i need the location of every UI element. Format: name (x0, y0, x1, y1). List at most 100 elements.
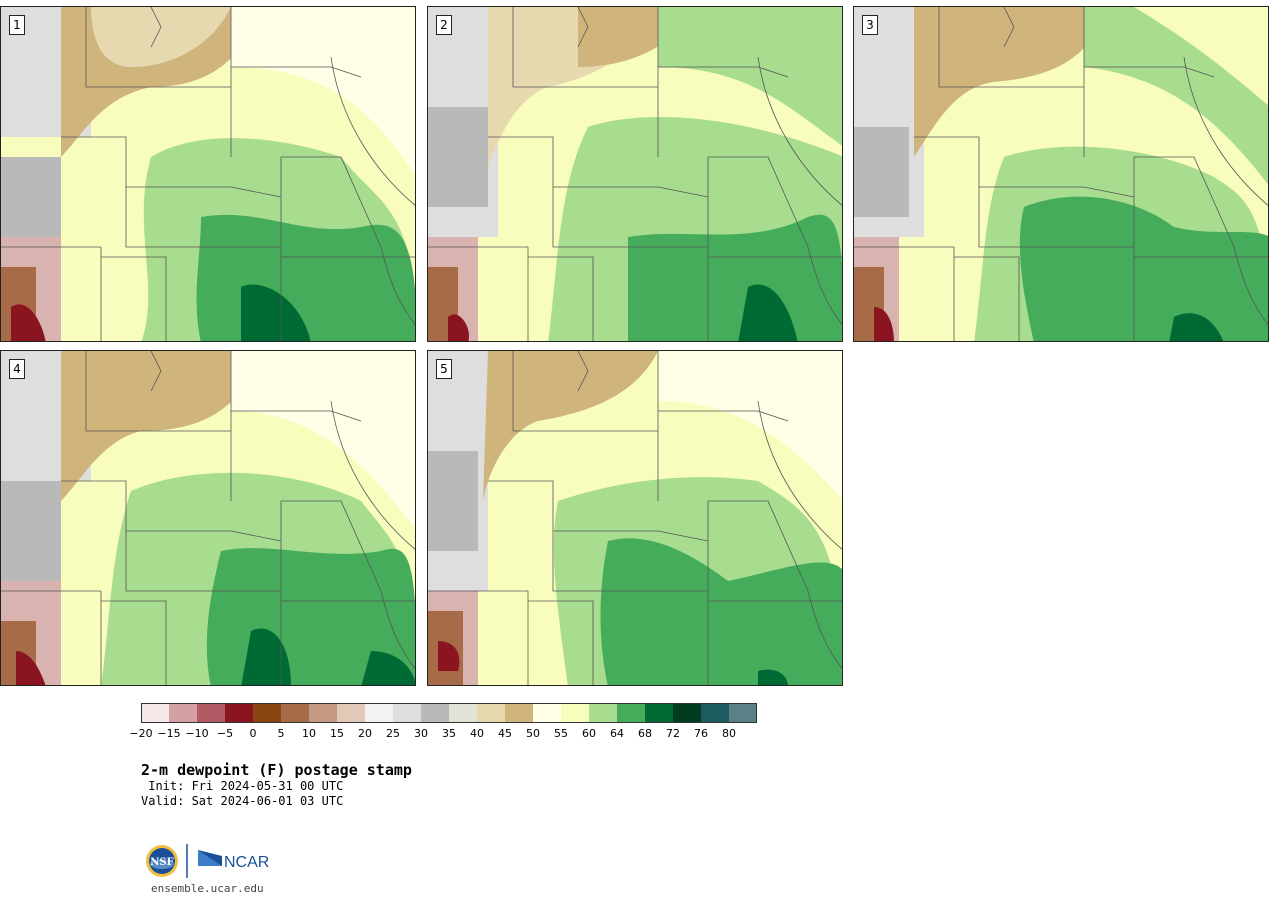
dewpoint-region (1, 481, 61, 581)
colorbar-swatch (729, 703, 757, 723)
state-boundary (125, 531, 281, 592)
state-boundary (330, 400, 415, 550)
state-boundary (978, 187, 1134, 248)
panel-number-4: 4 (9, 359, 25, 379)
map-panel-5: 5 (427, 350, 843, 686)
colorbar-swatch (365, 703, 393, 723)
colorbar-swatch (253, 703, 281, 723)
panel-number-5: 5 (436, 359, 452, 379)
state-boundary (658, 410, 789, 422)
colorbar-swatch (449, 703, 477, 723)
state-boundary (528, 256, 594, 341)
dewpoint-region (658, 7, 842, 146)
valid-time: Valid: Sat 2024-06-01 03 UTC (141, 794, 344, 808)
state-boundary (281, 500, 382, 592)
colorbar-tick-label: 20 (358, 727, 372, 740)
dewpoint-region (448, 314, 469, 341)
nsf-logo: NSF (146, 845, 178, 877)
colorbar-swatch (561, 703, 589, 723)
colorbar-tick-label: 60 (582, 727, 596, 740)
state-boundary (807, 590, 842, 670)
state-boundary (577, 7, 589, 48)
dewpoint-region (91, 7, 231, 67)
state-boundary (150, 7, 162, 48)
state-boundary (380, 246, 415, 326)
nsf-logo-text: NSF (150, 857, 173, 868)
colorbar (141, 703, 757, 723)
state-boundary (807, 246, 842, 326)
state-boundary (757, 400, 842, 550)
colorbar-swatch (533, 703, 561, 723)
state-boundary (552, 531, 708, 592)
colorbar-swatch (169, 703, 197, 723)
dewpoint-region (16, 651, 46, 685)
dewpoint-region (1134, 7, 1268, 106)
dewpoint-region (428, 451, 478, 551)
colorbar-swatch (701, 703, 729, 723)
state-boundary (577, 351, 589, 392)
dewpoint-region (196, 214, 415, 341)
state-boundary (125, 187, 281, 248)
colorbar-tick-label: 40 (470, 727, 484, 740)
state-boundary (101, 256, 167, 341)
dewpoint-region (658, 351, 842, 499)
colorbar-tick-label: 25 (386, 727, 400, 740)
colorbar-swatch (645, 703, 673, 723)
map-panel-4: 4 (0, 350, 416, 686)
state-boundary (1233, 246, 1268, 326)
dewpoint-region (738, 284, 798, 341)
dewpoint-region (874, 307, 894, 341)
dewpoint-region (600, 538, 842, 685)
nsf-ncar-logos: NSF NCAR (146, 844, 269, 878)
state-boundary (150, 351, 162, 392)
dewpoint-map-5 (428, 351, 842, 685)
colorbar-swatch (337, 703, 365, 723)
init-time: Init: Fri 2024-05-31 00 UTC (141, 779, 344, 793)
state-boundary (1134, 156, 1235, 248)
state-boundary (231, 410, 362, 422)
state-boundary (231, 66, 362, 78)
dewpoint-region (1169, 313, 1224, 341)
dewpoint-region (241, 284, 311, 341)
map-panel-2: 2 (427, 6, 843, 342)
colorbar-tick-label: 35 (442, 727, 456, 740)
state-boundary (552, 187, 708, 248)
colorbar-swatch (421, 703, 449, 723)
dewpoint-map-4 (1, 351, 415, 685)
state-boundary (1003, 7, 1015, 48)
dewpoint-region (483, 351, 658, 501)
panel-number-2: 2 (436, 15, 452, 35)
dewpoint-region (231, 7, 415, 175)
colorbar-tick-label: 72 (666, 727, 680, 740)
dewpoint-region (61, 351, 261, 501)
dewpoint-region (914, 7, 1104, 157)
dewpoint-map-3 (854, 7, 1268, 341)
colorbar-tick-label: −5 (216, 727, 234, 740)
panel-number-1: 1 (9, 15, 25, 35)
colorbar-swatch (309, 703, 337, 723)
ncar-logo: NCAR (198, 850, 269, 871)
colorbar-tick-label: 30 (414, 727, 428, 740)
colorbar-tick-label: 64 (610, 727, 624, 740)
colorbar-swatch (197, 703, 225, 723)
colorbar-tick-label: 15 (330, 727, 344, 740)
state-boundary (101, 600, 167, 685)
site-url: ensemble.ucar.edu (151, 882, 264, 895)
colorbar-swatch (505, 703, 533, 723)
state-boundary (1084, 66, 1215, 78)
state-boundary (330, 56, 415, 206)
dewpoint-map-2 (428, 7, 842, 341)
plot-title: 2-m dewpoint (F) postage stamp (141, 761, 412, 779)
state-boundary (708, 156, 809, 248)
colorbar-tick-label: 76 (694, 727, 708, 740)
dewpoint-region (241, 628, 291, 685)
state-boundary (380, 590, 415, 670)
colorbar-swatch (589, 703, 617, 723)
colorbar-tick-label: −10 (185, 727, 209, 740)
colorbar-tick-label: 50 (526, 727, 540, 740)
colorbar-swatch (225, 703, 253, 723)
dewpoint-region (361, 651, 415, 685)
colorbar-swatch (673, 703, 701, 723)
state-boundary (757, 56, 842, 206)
colorbar-tick-label: 55 (554, 727, 568, 740)
